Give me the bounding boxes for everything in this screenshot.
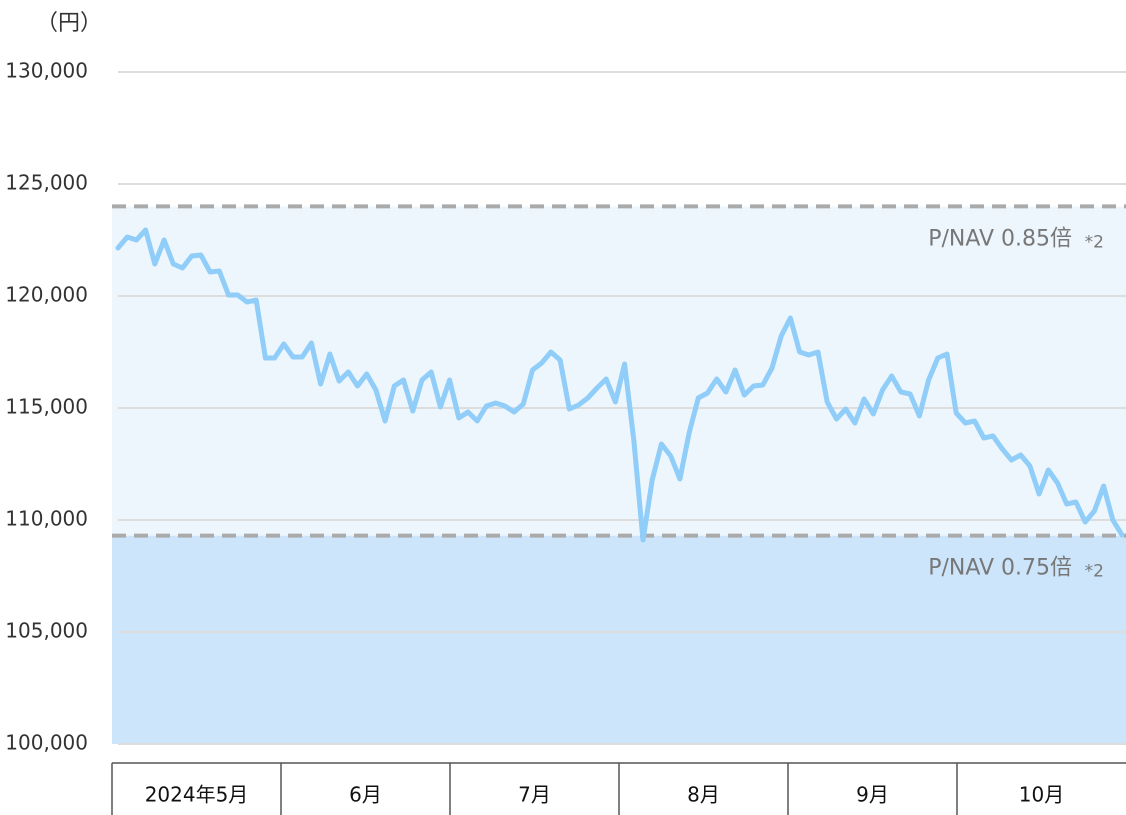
y-tick-label: 120,000	[5, 283, 88, 307]
band	[112, 535, 1126, 744]
x-tick-label: 6月	[349, 783, 382, 807]
line	[115, 227, 1125, 543]
y-tick-label: 125,000	[5, 171, 88, 195]
y-tick-label: 130,000	[5, 59, 88, 83]
x-tick-label: 7月	[518, 783, 551, 807]
x-tick-label: 10月	[1019, 783, 1064, 807]
reference-label: P/NAV 0.75倍	[928, 556, 1072, 581]
reference-note: *2	[1085, 562, 1104, 582]
x-tick-label: 8月	[687, 783, 720, 807]
reference-label: P/NAV 0.85倍	[928, 226, 1072, 251]
y-tick-label: 110,000	[5, 507, 88, 531]
y-tick-label: 115,000	[5, 395, 88, 419]
reference-note: *2	[1085, 232, 1104, 252]
x-tick-label: 9月	[856, 783, 889, 807]
band	[112, 206, 1126, 536]
y-tick-label: 100,000	[5, 731, 88, 755]
y-unit: （円）	[36, 11, 102, 36]
y-tick-label: 105,000	[5, 619, 88, 643]
x-tick-label: 2024年5月	[145, 783, 249, 807]
